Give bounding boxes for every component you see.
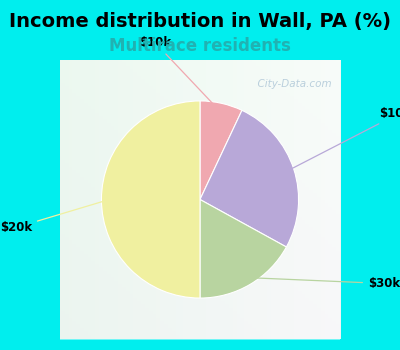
Wedge shape xyxy=(200,199,286,298)
FancyBboxPatch shape xyxy=(15,26,396,350)
Text: $30k: $30k xyxy=(249,277,400,290)
Text: $10k: $10k xyxy=(139,36,218,109)
Wedge shape xyxy=(200,101,242,200)
Text: Multirace residents: Multirace residents xyxy=(109,37,291,55)
Text: $100k: $100k xyxy=(289,107,400,170)
Wedge shape xyxy=(200,110,298,247)
Text: City-Data.com: City-Data.com xyxy=(251,79,332,89)
Wedge shape xyxy=(102,101,200,298)
Text: Income distribution in Wall, PA (%): Income distribution in Wall, PA (%) xyxy=(9,12,391,31)
Text: $20k: $20k xyxy=(0,200,107,234)
